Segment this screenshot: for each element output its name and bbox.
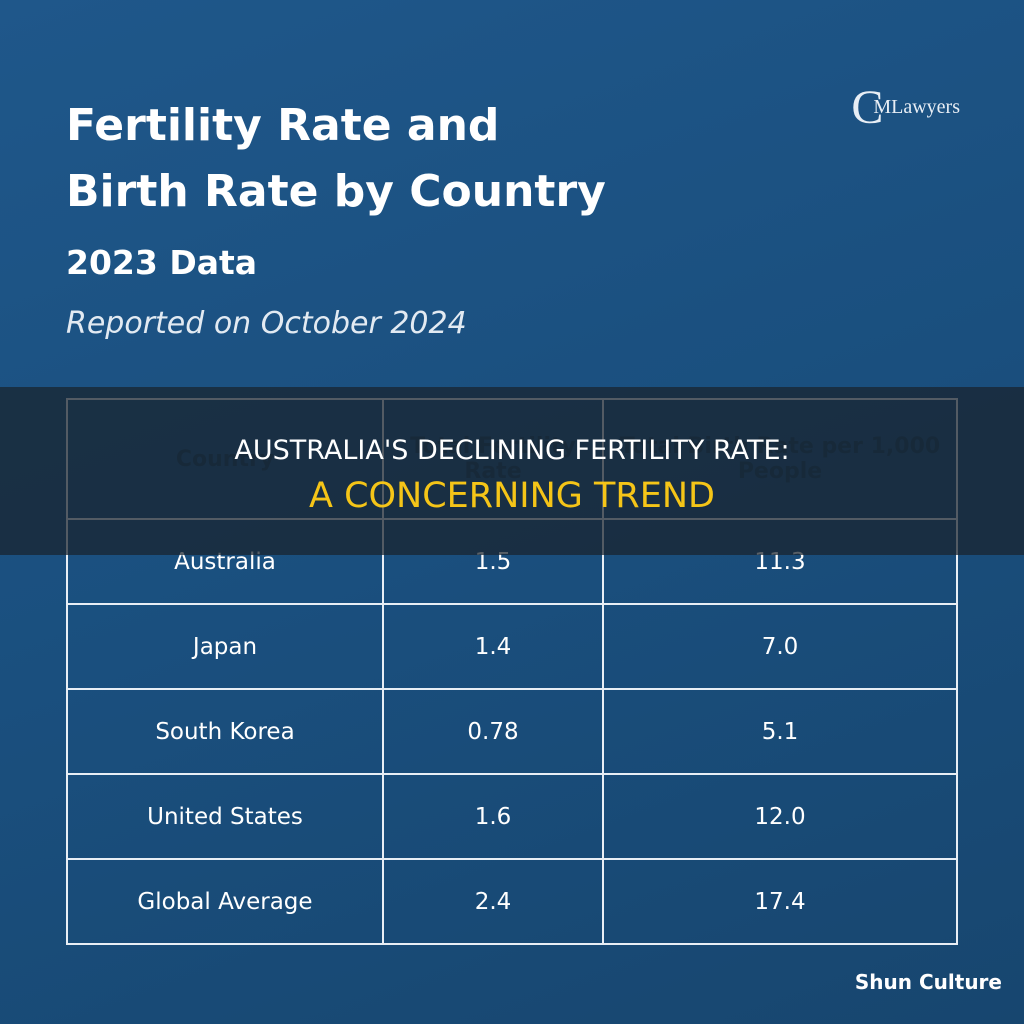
banner-line: A CONCERNING TREND [309,476,715,516]
table-cell: Japan [66,603,384,690]
table-cell: 17.4 [602,858,958,945]
logo: CMLawyers [851,80,960,135]
table-row: South Korea 0.78 5.1 [66,688,958,775]
table-cell: United States [66,773,384,860]
title-line: Birth Rate by Country [66,166,606,217]
table-cell: Global Average [66,858,384,945]
watermark: Shun Culture [854,970,1002,994]
table-row: United States 1.6 12.0 [66,773,958,860]
table-cell: 2.4 [381,858,605,945]
table-cell: 5.1 [602,688,958,775]
logo-mark: C [851,81,884,134]
subtitle: 2023 Data [66,243,258,282]
table-cell: South Korea [66,688,384,775]
table-row: Japan 1.4 7.0 [66,603,958,690]
table-body: Australia 1.5 11.3 Japan 1.4 7.0 South Korea 0.… [66,518,958,945]
table-cell: 0.78 [381,688,605,775]
title-line: Fertility Rate and [66,100,500,151]
table-row: Global Average 2.4 17.4 [66,858,958,945]
table-cell: 1.4 [381,603,605,690]
logo-name: MLawyers [873,96,960,118]
reported-date: Reported on October 2024 [66,306,467,341]
table-cell: 7.0 [602,603,958,690]
banner-line: AUSTRALIA'S DECLINING FERTILITY RATE: [234,435,790,466]
table-cell: 1.6 [381,773,605,860]
banner [0,387,1024,555]
table-cell: 12.0 [602,773,958,860]
